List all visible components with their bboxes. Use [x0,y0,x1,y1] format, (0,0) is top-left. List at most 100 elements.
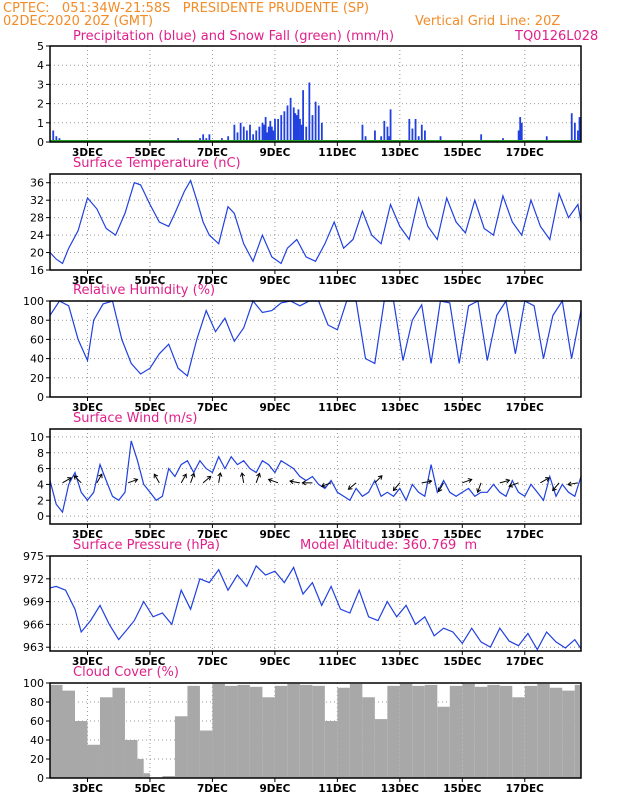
cloud-bar-17 [249,686,263,778]
wind-arrow-26 [567,482,578,486]
precip-bar-27 [258,126,261,142]
pressure-xtick-label-7: 17DEC [506,656,545,668]
precip-bar-19 [233,124,236,142]
wind-arrowhead-3 [133,478,139,483]
precip-bar-13 [202,134,205,142]
precip-bar-23 [245,130,248,142]
pressure-xtick-label-5: 13DEC [381,656,420,668]
cloud-bar-1 [62,690,75,778]
cloud-bar-36 [487,684,500,778]
precip-bar-47 [300,124,303,142]
precip-ytick-label-3: 3 [37,78,44,91]
precip-bar-20 [236,132,239,142]
pressure-frame [49,555,582,652]
cloud-bar-18 [262,697,275,778]
pressure-ytick-label-0: 963 [23,641,44,654]
precip-bar-29 [263,124,265,142]
rh-xtick-label-3: 9DEC [259,402,290,414]
precip-bar-37 [277,118,280,142]
precip-bar-66 [414,118,417,142]
cloud-bar-31 [424,684,438,778]
pressure-xtick-label-4: 11DEC [318,656,357,668]
wind-arrow-6 [190,473,195,484]
cloud-bar-42 [562,690,575,778]
precip-bar-65 [411,128,414,142]
rh-line [49,299,582,377]
pressure-ytick-label-2: 969 [23,596,44,609]
precip-bar-87 [578,117,581,142]
precip-bar-53 [317,105,320,142]
cloud-bar-28 [387,685,400,778]
cloud-title: Cloud Cover (%) [73,665,179,680]
cloud-bar-7 [137,759,144,778]
precip-bar-80 [545,136,548,142]
cloud-bar-24 [337,687,350,778]
rh-ytick-label-4: 80 [30,314,44,327]
wind-arrow-22 [499,479,510,484]
wind-arrowhead-13 [301,480,307,486]
wind-arrowhead-17 [392,486,398,492]
wind-arrow-10 [255,473,261,484]
precip-xtick-label-4: 11DEC [318,147,357,159]
temp-xtick-label-6: 15DEC [443,275,482,287]
model-code: TQ0126L028 [515,29,599,44]
cloud-bar-27 [374,719,388,778]
wind-xtick-label-3: 9DEC [259,529,290,541]
precip-bar-33 [269,120,272,142]
rh-xtick-label-4: 11DEC [318,402,357,414]
precip-bar-77 [520,122,523,142]
cloud-bar-22 [312,685,325,778]
wind-arrow-20 [462,478,472,484]
wind-arrow-9 [241,472,245,483]
precip-bar-24 [249,124,251,142]
wind-line [49,440,582,514]
wind-arrow-0 [62,477,72,484]
rh-frame [49,300,582,398]
temp-ytick-label-0: 16 [30,264,44,277]
wind-arrowhead-7 [206,475,212,481]
wind-xtick-label-6: 15DEC [443,529,482,541]
precip-bar-41 [289,97,292,142]
precip-ytick-label-5: 5 [37,40,44,53]
temp-ytick-label-3: 28 [30,212,44,225]
precip-bar-35 [272,130,275,142]
precip-bar-46 [299,118,301,142]
wind-arrow-25 [552,482,560,491]
cloud-bar-26 [362,697,375,778]
wind-arrowhead-25 [552,486,557,492]
precip-bar-40 [286,105,289,142]
rh-xtick-label-1: 5DEC [134,402,165,414]
cloud-ytick-label-4: 80 [30,696,44,709]
pressure-line [49,564,582,651]
wind-arrow-17 [393,482,401,491]
wind-title: Surface Wind (m/s) [73,411,198,426]
cloud-bar-4 [99,697,113,778]
wind-arrowhead-10 [256,472,261,478]
cloud-bar-20 [287,683,300,778]
cloud-ytick-label-0: 0 [37,772,44,785]
precip-bar-50 [308,82,311,142]
precip-bar-73 [480,134,483,142]
precip-bar-59 [380,136,383,142]
precip-ytick-label-4: 4 [37,59,44,72]
precip-bar-1 [55,136,58,142]
precip-bar-54 [320,122,323,142]
precip-frame [49,45,582,143]
wind-arrow-3 [127,478,138,484]
wind-arrow-21 [477,482,482,493]
precip-bar-21 [239,122,242,142]
wind-arrowhead-11 [267,478,273,483]
wind-arrow-14 [321,482,332,487]
cloud-bar-15 [224,685,238,778]
cloud-bar-8 [143,773,150,778]
wind-arrow-16 [374,475,383,484]
wind-xtick-label-4: 11DEC [318,529,357,541]
cloud-bar-34 [462,683,475,778]
pressure-xtick-label-3: 9DEC [259,656,290,668]
wind-arrowhead-22 [505,478,511,484]
cloud-ytick-label-1: 20 [30,753,44,766]
cloud-bar-5 [112,687,125,778]
rh-ytick-label-5: 100 [23,295,44,308]
precip-ytick-label-1: 1 [37,117,44,130]
